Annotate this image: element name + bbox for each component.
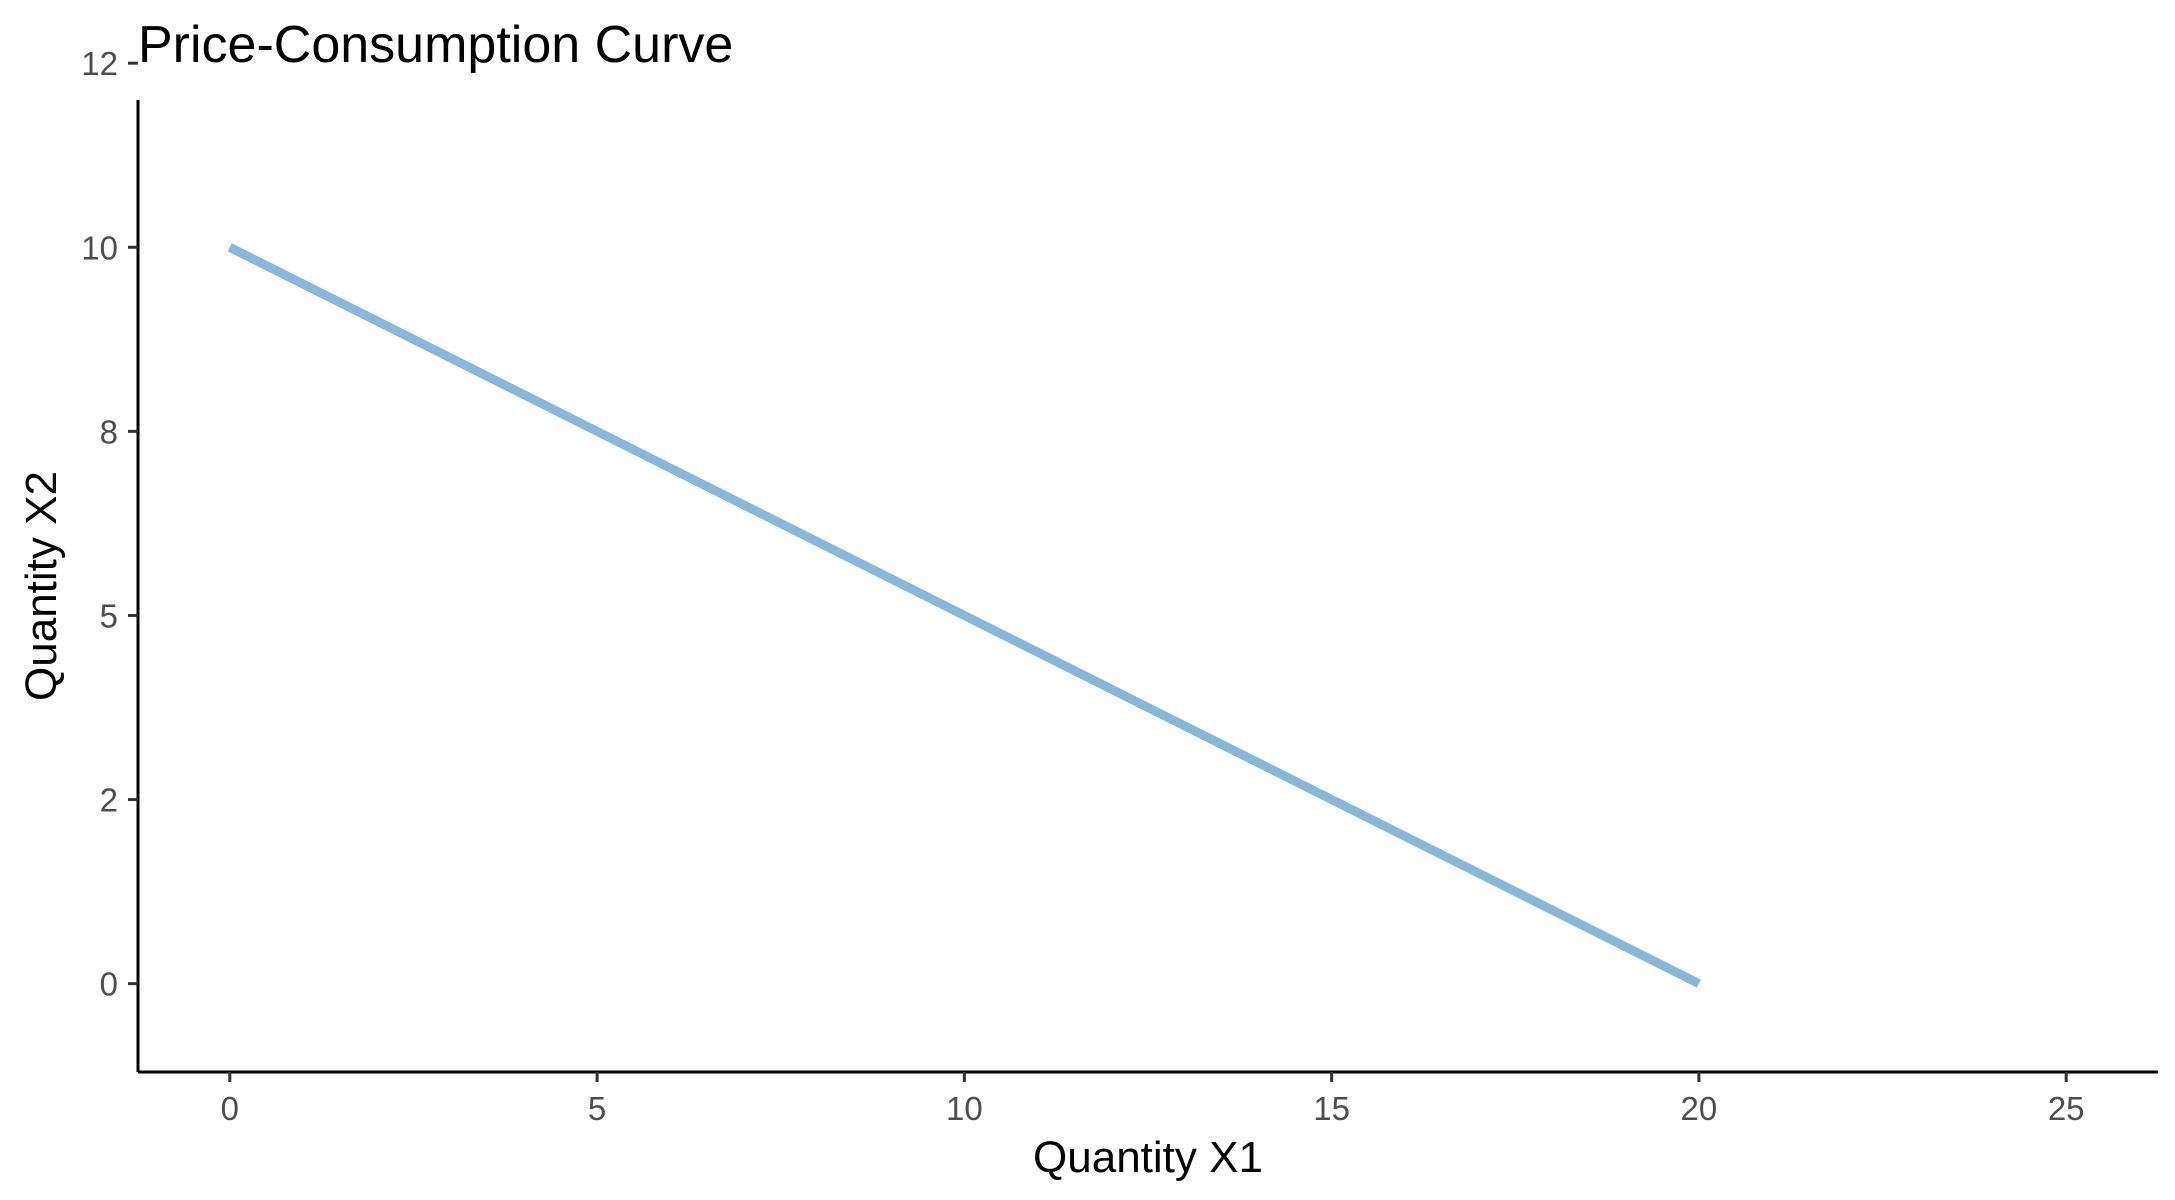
x-tick-label: 20 — [1681, 1090, 1718, 1127]
x-axis-label: Quantity X1 — [1033, 1133, 1263, 1182]
plot-series — [227, 243, 1701, 988]
y-tick-label: 5 — [100, 597, 118, 634]
y-tick-label: 8 — [100, 413, 118, 450]
chart-title: Price-Consumption Curve — [138, 16, 733, 74]
x-tick-label: 0 — [221, 1090, 239, 1127]
y-tick-label: 0 — [100, 966, 118, 1003]
x-tick-label: 25 — [2048, 1090, 2085, 1127]
y-tick-label: 12 — [81, 45, 118, 82]
series-line-0 — [227, 243, 1701, 988]
x-tick-label: 10 — [946, 1090, 983, 1127]
x-tick-label: 15 — [1313, 1090, 1350, 1127]
y-tick-label: 10 — [81, 229, 118, 266]
x-tick-label: 5 — [588, 1090, 606, 1127]
y-axis-ticks: 0 2 5 8 10 12 — [81, 45, 138, 1003]
y-axis-label: Quantity X2 — [17, 471, 66, 701]
x-axis-ticks: 0 5 10 15 20 25 — [221, 1072, 2085, 1127]
y-tick-label: 2 — [100, 782, 118, 819]
